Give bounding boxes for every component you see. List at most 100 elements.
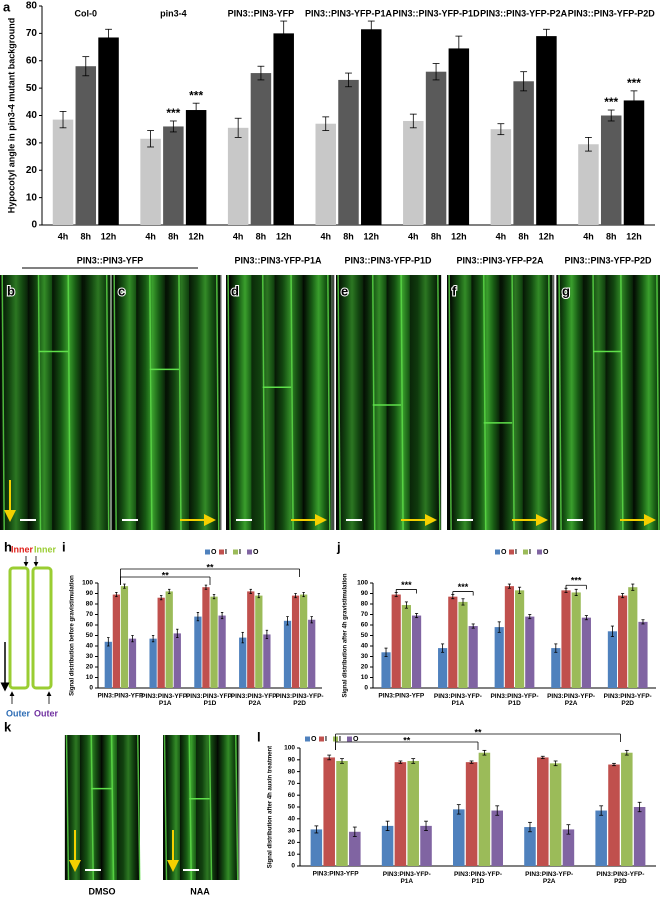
bar: [403, 120, 424, 225]
bar: [52, 119, 74, 225]
significance-label: ***: [401, 580, 412, 590]
cell-file: [196, 735, 219, 880]
error-bar: [249, 588, 252, 594]
legend-label: I: [339, 736, 341, 743]
bar: [336, 760, 348, 866]
error-bar: [169, 120, 177, 133]
bar-series-label: 12h: [539, 231, 555, 241]
panel-letter: i: [62, 539, 66, 554]
y-axis-label: Signal distribution before gravistimulat…: [70, 575, 76, 696]
x-tick-label: PIN3:PIN3-YFP: [378, 693, 425, 700]
error-bar: [147, 130, 155, 148]
error-bar: [553, 760, 558, 767]
error-bar: [471, 623, 475, 629]
x-tick-label: PIN3:PIN3-YFP: [97, 693, 144, 700]
error-bar: [612, 762, 616, 767]
cell-wall: [188, 734, 192, 881]
y-tick-label: 70: [86, 611, 94, 618]
y-tick-label: 0: [89, 685, 93, 692]
y-tick-label: 0: [31, 220, 37, 231]
cell-wall: [137, 734, 141, 881]
cell-file: [81, 275, 115, 530]
error-bar: [469, 760, 474, 764]
treatment-label: DMSO: [89, 886, 116, 896]
error-bar: [59, 110, 67, 129]
cell-file: [274, 275, 307, 530]
cell-file: [633, 275, 660, 530]
error-bar: [621, 593, 625, 599]
error-bar: [123, 583, 126, 589]
legend-swatch: [205, 549, 210, 555]
category-label: PIN3::PIN3-YFP: [228, 8, 295, 18]
image-label: PIN3::PIN3-YFP-P1A: [234, 255, 322, 265]
x-tick-label: PIN3:PIN3-YFP-P2A: [525, 871, 573, 885]
y-tick-label: 30: [86, 653, 94, 660]
legend-label: I: [529, 549, 531, 556]
y-tick-label: 70: [26, 28, 38, 39]
cell-wall: [592, 274, 596, 531]
y-tick-label: 70: [361, 611, 369, 618]
y-tick-label: 80: [361, 601, 369, 608]
cell-wall: [208, 734, 213, 881]
error-bar: [294, 593, 297, 599]
bar: [551, 648, 561, 688]
panel-letter: l: [257, 729, 261, 744]
cell-outline: [31, 566, 53, 690]
y-tick-label: 10: [361, 674, 369, 681]
significance-label: **: [206, 562, 214, 572]
y-tick-label: 80: [288, 768, 296, 775]
error-bar: [384, 647, 388, 657]
x-tick-label: PIN3:PIN3-YFP-P2A: [547, 693, 595, 707]
bar: [581, 617, 591, 688]
error-bar: [257, 65, 265, 81]
panel-letter: e: [341, 283, 348, 298]
cell-wall: [656, 274, 660, 531]
legend-label: I: [515, 549, 517, 556]
image-label: PIN3::PIN3-YFP: [77, 255, 144, 265]
bar: [561, 590, 571, 688]
error-bar: [340, 758, 344, 764]
bar-series-label: 12h: [276, 231, 292, 241]
y-tick-label: 10: [86, 674, 94, 681]
cell-wall: [400, 274, 404, 531]
bar: [411, 615, 422, 688]
bar: [202, 587, 210, 688]
bar: [448, 596, 458, 688]
error-bar: [327, 754, 332, 761]
error-bar: [411, 758, 416, 764]
category-label: PIN3::PIN3-YFP-P2A: [480, 8, 568, 18]
bar: [595, 810, 607, 866]
error-bar: [212, 594, 216, 600]
cell-outline: [8, 566, 30, 690]
bar: [453, 809, 465, 866]
legend-swatch: [219, 549, 224, 555]
error-bar: [424, 820, 428, 831]
cell-file: [80, 735, 103, 880]
bar: [283, 620, 292, 688]
bar-series-label: 8h: [256, 231, 267, 241]
y-tick-label: 40: [288, 816, 296, 823]
cell-wall: [437, 274, 441, 531]
bar: [273, 33, 294, 225]
error-bar: [495, 805, 500, 816]
y-tick-label: 20: [26, 165, 38, 176]
x-tick-label: PIN3:PIN3-YFP-P1A: [434, 693, 482, 707]
cell-wall: [90, 734, 94, 881]
bar: [600, 115, 622, 225]
error-bar: [196, 612, 200, 622]
bar: [628, 587, 638, 688]
error-bar: [115, 592, 118, 598]
bar: [578, 144, 599, 225]
error-bar: [599, 805, 604, 816]
diagram-label: Outer: [6, 708, 31, 718]
y-tick-label: 20: [288, 839, 296, 846]
error-bar: [456, 804, 461, 815]
significance-label: ***: [458, 582, 469, 592]
image-label: PIN3::PIN3-YFP-P1D: [344, 255, 432, 265]
diagram-label: Outer: [34, 708, 59, 718]
cell-wall: [67, 274, 71, 531]
cell-wall: [149, 274, 153, 531]
error-bar: [159, 595, 163, 601]
y-tick-label: 10: [26, 192, 38, 203]
bar: [185, 110, 207, 225]
